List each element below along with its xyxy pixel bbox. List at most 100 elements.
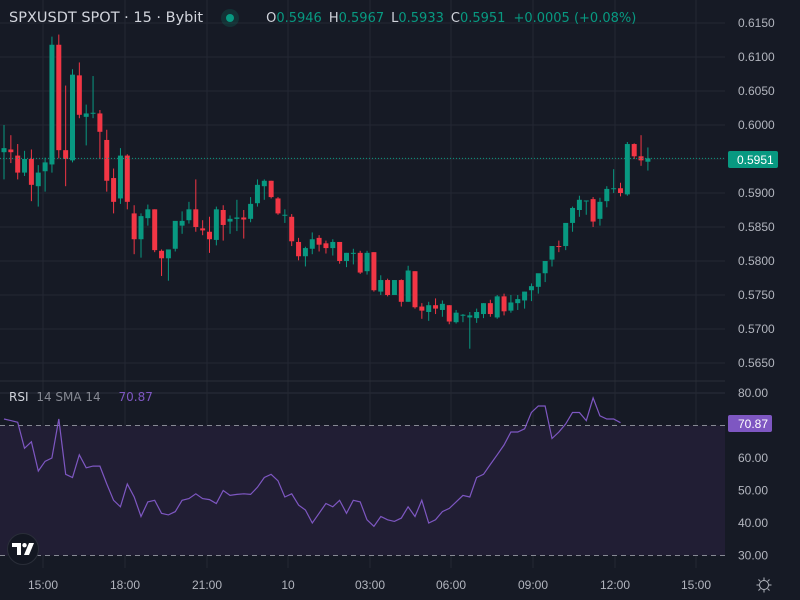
candle[interactable] xyxy=(234,199,240,232)
candle[interactable] xyxy=(70,69,75,163)
candle[interactable] xyxy=(563,222,569,251)
candle[interactable] xyxy=(1,125,7,180)
candle[interactable] xyxy=(487,299,493,317)
candle[interactable] xyxy=(439,300,445,317)
candle[interactable] xyxy=(419,303,425,319)
candle[interactable] xyxy=(556,240,562,253)
symbol-title[interactable]: SPXUSDT SPOT · 15 · Bybit xyxy=(9,10,204,26)
candle[interactable] xyxy=(522,291,528,309)
candlestick-series[interactable] xyxy=(1,34,651,349)
candle[interactable] xyxy=(371,252,377,292)
candle[interactable] xyxy=(104,129,110,192)
price-axis[interactable]: 0.6150 0.6100 0.6050 0.6000 0.5900 0.5850 0.58… xyxy=(738,16,775,370)
candle[interactable] xyxy=(200,220,206,236)
candle[interactable] xyxy=(467,312,473,349)
candle[interactable] xyxy=(207,216,212,253)
rsi-line[interactable] xyxy=(3,396,621,528)
candle[interactable] xyxy=(357,250,363,274)
candle[interactable] xyxy=(152,209,158,253)
candle[interactable] xyxy=(323,240,329,254)
candle[interactable] xyxy=(289,214,295,247)
candle[interactable] xyxy=(15,144,21,180)
candle[interactable] xyxy=(220,205,226,241)
candle[interactable] xyxy=(494,295,500,319)
candle[interactable] xyxy=(179,211,185,234)
candle[interactable] xyxy=(597,197,603,226)
candle[interactable] xyxy=(241,210,247,239)
rsi-axis[interactable]: 80.00 60.00 50.00 40.00 30.00 xyxy=(738,386,768,563)
candle[interactable] xyxy=(76,62,82,119)
candle[interactable] xyxy=(433,298,439,315)
candle[interactable] xyxy=(296,237,302,261)
candle[interactable] xyxy=(83,104,89,146)
candle[interactable] xyxy=(426,301,432,321)
candle[interactable] xyxy=(22,150,28,176)
candle[interactable] xyxy=(302,246,308,267)
candle[interactable] xyxy=(481,303,486,319)
candle[interactable] xyxy=(275,197,281,215)
candle[interactable] xyxy=(412,271,418,309)
candle[interactable] xyxy=(604,186,610,208)
candle[interactable] xyxy=(501,293,507,316)
candle[interactable] xyxy=(446,305,452,325)
candle[interactable] xyxy=(28,149,34,202)
candle[interactable] xyxy=(309,232,315,255)
candle[interactable] xyxy=(385,278,391,297)
candle[interactable] xyxy=(535,273,541,294)
candle[interactable] xyxy=(611,169,617,193)
settings-gear-icon[interactable] xyxy=(756,577,772,593)
candle[interactable] xyxy=(49,36,55,173)
candle[interactable] xyxy=(645,147,651,171)
candle[interactable] xyxy=(159,249,165,276)
candle[interactable] xyxy=(213,206,219,246)
candle[interactable] xyxy=(124,154,130,210)
candle[interactable] xyxy=(90,76,96,119)
candle[interactable] xyxy=(624,142,630,196)
tradingview-logo[interactable] xyxy=(7,533,39,565)
candle[interactable] xyxy=(350,248,356,265)
candle[interactable] xyxy=(268,180,274,199)
candle[interactable] xyxy=(35,165,41,207)
candle[interactable] xyxy=(248,197,254,223)
time-axis[interactable]: 15:00 18:00 21:00 10 03:00 06:00 09:00 12:00 15:… xyxy=(28,578,711,592)
candle[interactable] xyxy=(460,314,466,323)
rsi-indicator-name[interactable]: RSI xyxy=(9,390,29,404)
candle[interactable] xyxy=(172,220,178,252)
candle[interactable] xyxy=(474,308,480,323)
candle[interactable] xyxy=(282,209,288,223)
candle[interactable] xyxy=(528,283,534,302)
candle[interactable] xyxy=(97,110,103,159)
candle[interactable] xyxy=(193,179,199,232)
candle[interactable] xyxy=(131,205,137,255)
candle[interactable] xyxy=(542,261,548,283)
candle[interactable] xyxy=(398,279,404,307)
candle[interactable] xyxy=(576,195,582,217)
candle[interactable] xyxy=(631,143,637,159)
candle[interactable] xyxy=(453,309,459,324)
candle[interactable] xyxy=(316,235,322,252)
candle[interactable] xyxy=(364,250,370,275)
candle[interactable] xyxy=(337,241,343,264)
candle[interactable] xyxy=(145,204,151,226)
candle[interactable] xyxy=(138,213,144,258)
candle[interactable] xyxy=(405,265,411,302)
candle[interactable] xyxy=(570,206,576,232)
candle[interactable] xyxy=(63,85,69,187)
candle[interactable] xyxy=(254,179,260,207)
candle[interactable] xyxy=(261,179,267,200)
candle[interactable] xyxy=(165,249,171,281)
candle[interactable] xyxy=(8,135,14,164)
candle[interactable] xyxy=(638,135,644,166)
candle[interactable] xyxy=(549,246,555,267)
candle[interactable] xyxy=(42,157,48,192)
candle[interactable] xyxy=(344,252,349,268)
candle[interactable] xyxy=(117,148,123,204)
candle[interactable] xyxy=(378,275,384,295)
candle[interactable] xyxy=(583,200,589,215)
candle[interactable] xyxy=(508,295,514,313)
candle[interactable] xyxy=(111,168,117,214)
candle[interactable] xyxy=(227,215,233,234)
candle[interactable] xyxy=(515,295,521,310)
candle[interactable] xyxy=(391,280,397,295)
